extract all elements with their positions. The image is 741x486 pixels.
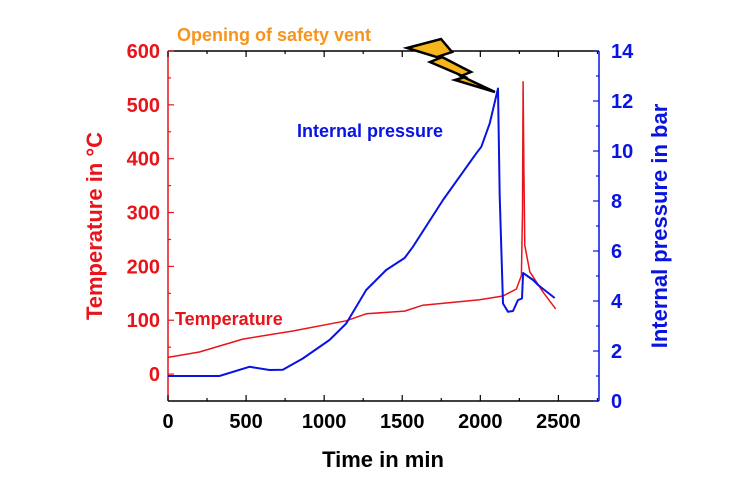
x-axis-label: Time in min (322, 447, 444, 472)
lightning-bolt-icon (402, 37, 496, 94)
pressure-series-label: Internal pressure (297, 121, 443, 141)
y-right-tick-label: 6 (611, 241, 622, 263)
x-tick-label: 1000 (302, 411, 347, 433)
y-right-tick-label: 4 (611, 291, 623, 313)
x-tick-label: 2000 (458, 411, 503, 433)
y-right-tick-label: 10 (611, 141, 633, 163)
y-right-tick-label: 8 (611, 191, 622, 213)
vent-annotation: Opening of safety vent (177, 25, 371, 45)
y-left-tick-label: 300 (127, 203, 160, 225)
y-right-tick-label: 14 (611, 41, 634, 63)
y-left-tick-label: 500 (127, 95, 160, 117)
y-left-tick-label: 0 (149, 364, 160, 386)
y-left-tick-label: 600 (127, 41, 160, 63)
y-right-tick-label: 12 (611, 91, 633, 113)
y-right-axis-label: Internal pressure in bar (647, 103, 672, 348)
temperature-series-label: Temperature (175, 309, 283, 329)
x-tick-label: 500 (229, 411, 262, 433)
y-left-tick-label: 200 (127, 256, 160, 278)
x-tick-label: 2500 (536, 411, 581, 433)
y-left-tick-label: 400 (127, 149, 160, 171)
x-tick-label: 1500 (380, 411, 425, 433)
x-tick-label: 0 (162, 411, 173, 433)
y-right-tick-label: 0 (611, 391, 622, 413)
y-left-axis-label: Temperature in °C (82, 132, 107, 320)
y-left-tick-label: 100 (127, 310, 160, 332)
y-right-tick-label: 2 (611, 341, 622, 363)
